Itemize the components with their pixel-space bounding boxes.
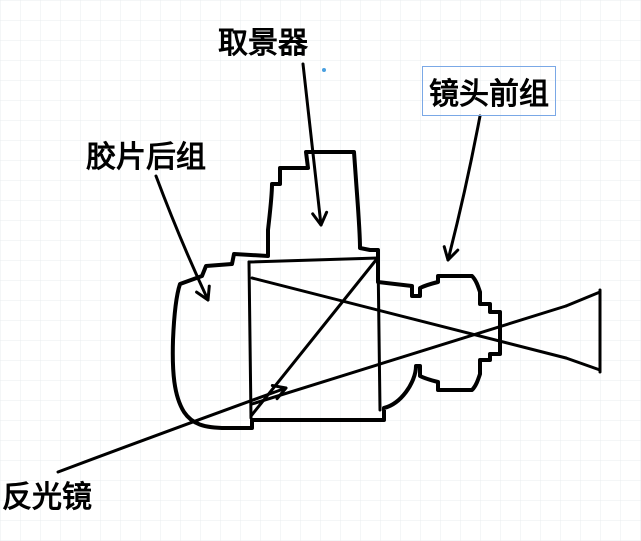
cursor-dot-icon xyxy=(322,68,326,72)
label-film-back-group: 胶片后组 xyxy=(86,132,206,176)
arrow-front-lens xyxy=(448,116,480,260)
label-mirror: 反光镜 xyxy=(2,472,92,516)
camera-outline xyxy=(173,152,500,428)
diagram-canvas: { "canvas": { "width": 641, "height": 54… xyxy=(0,0,641,541)
light-ray-top xyxy=(252,278,566,358)
cone-top xyxy=(566,292,600,306)
label-viewfinder: 取景器 xyxy=(218,18,308,62)
cone-bottom xyxy=(566,358,600,370)
label-front-lens-group: 镜头前组 xyxy=(422,66,556,116)
mirror-box-right xyxy=(378,256,380,410)
mirror-box-left xyxy=(249,262,251,418)
mirror-box-top xyxy=(249,258,378,262)
arrow-viewfinder xyxy=(303,64,321,225)
